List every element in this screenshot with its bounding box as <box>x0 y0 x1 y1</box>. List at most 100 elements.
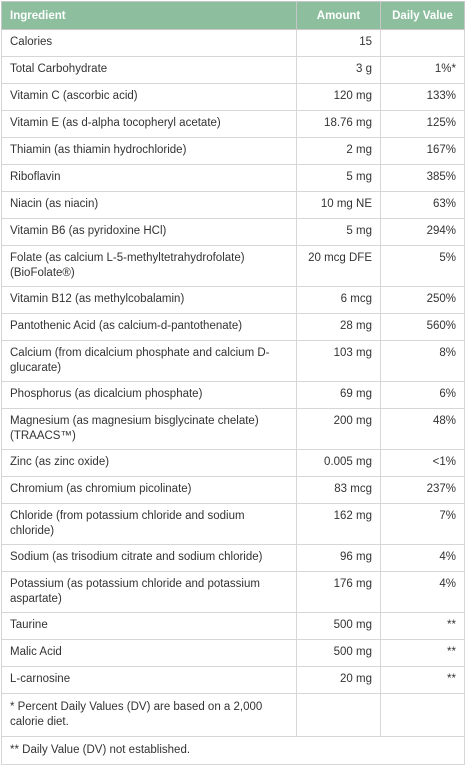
daily-value-cell: 8% <box>380 340 465 382</box>
table-row: Malic Acid 500 mg ** <box>1 639 465 667</box>
daily-value-cell: 63% <box>380 191 465 219</box>
percent-dv-footnote: * Percent Daily Values (DV) are based on… <box>1 693 297 737</box>
daily-value-cell: ** <box>380 612 465 640</box>
table-row: L-carnosine 20 mg ** <box>1 666 465 694</box>
daily-value-cell: 250% <box>380 286 465 314</box>
table-row: Potassium (as potassium chloride and pot… <box>1 571 465 613</box>
daily-value-cell: 7% <box>380 503 465 545</box>
ingredient-cell: Magnesium (as magnesium bisglycinate che… <box>1 408 297 450</box>
amount-cell: 162 mg <box>296 503 381 545</box>
daily-value-cell: 560% <box>380 313 465 341</box>
amount-cell: 120 mg <box>296 83 381 111</box>
table-row: Magnesium (as magnesium bisglycinate che… <box>1 408 465 450</box>
daily-value-cell: 385% <box>380 164 465 192</box>
table-row: Riboflavin 5 mg 385% <box>1 164 465 192</box>
table-row: Niacin (as niacin) 10 mg NE 63% <box>1 191 465 219</box>
ingredient-cell: Thiamin (as thiamin hydrochloride) <box>1 137 297 165</box>
ingredient-cell: Niacin (as niacin) <box>1 191 297 219</box>
daily-value-cell: ** <box>380 639 465 667</box>
ingredient-cell: Vitamin C (ascorbic acid) <box>1 83 297 111</box>
footnote-empty-cell <box>380 693 465 737</box>
table-row: Taurine 500 mg ** <box>1 612 465 640</box>
ingredient-cell: Taurine <box>1 612 297 640</box>
daily-value-cell <box>380 29 465 57</box>
daily-value-cell: 4% <box>380 571 465 613</box>
daily-value-cell: 167% <box>380 137 465 165</box>
daily-value-cell: 294% <box>380 218 465 246</box>
footnote-row: ** Daily Value (DV) not established. <box>1 736 465 765</box>
amount-cell: 5 mg <box>296 164 381 192</box>
table-row: Vitamin C (ascorbic acid) 120 mg 133% <box>1 83 465 111</box>
ingredient-column-header: Ingredient <box>1 1 297 30</box>
daily-value-cell: 1%* <box>380 56 465 84</box>
amount-cell: 200 mg <box>296 408 381 450</box>
amount-cell: 500 mg <box>296 612 381 640</box>
table-row: Vitamin E (as d-alpha tocopheryl acetate… <box>1 110 465 138</box>
table-row: Pantothenic Acid (as calcium-d-pantothen… <box>1 313 465 341</box>
ingredient-cell: Potassium (as potassium chloride and pot… <box>1 571 297 613</box>
table-row: Calories 15 <box>1 29 465 57</box>
daily-value-cell: <1% <box>380 449 465 477</box>
ingredient-cell: L-carnosine <box>1 666 297 694</box>
ingredient-cell: Zinc (as zinc oxide) <box>1 449 297 477</box>
ingredient-cell: Sodium (as trisodium citrate and sodium … <box>1 544 297 572</box>
dv-not-established-footnote: ** Daily Value (DV) not established. <box>1 736 465 765</box>
table-row: Thiamin (as thiamin hydrochloride) 2 mg 16… <box>1 137 465 165</box>
table-row: Calcium (from dicalcium phosphate and ca… <box>1 340 465 382</box>
table-row: Folate (as calcium L-5-methyltetrahydrof… <box>1 245 465 287</box>
table-row: Vitamin B12 (as methylcobalamin) 6 mcg 250… <box>1 286 465 314</box>
amount-cell: 6 mcg <box>296 286 381 314</box>
amount-cell: 96 mg <box>296 544 381 572</box>
amount-cell: 69 mg <box>296 381 381 409</box>
amount-cell: 83 mcg <box>296 476 381 504</box>
daily-value-cell: 125% <box>380 110 465 138</box>
ingredient-cell: Chloride (from potassium chloride and so… <box>1 503 297 545</box>
ingredient-cell: Vitamin B6 (as pyridoxine HCl) <box>1 218 297 246</box>
table-row: Phosphorus (as dicalcium phosphate) 69 mg… <box>1 381 465 409</box>
ingredient-cell: Calories <box>1 29 297 57</box>
ingredient-cell: Pantothenic Acid (as calcium-d-pantothen… <box>1 313 297 341</box>
ingredient-cell: Chromium (as chromium picolinate) <box>1 476 297 504</box>
ingredient-cell: Vitamin B12 (as methylcobalamin) <box>1 286 297 314</box>
amount-cell: 5 mg <box>296 218 381 246</box>
table-row: Sodium (as trisodium citrate and sodium … <box>1 544 465 572</box>
table-header-row: Ingredient Amount Daily Value <box>1 1 465 30</box>
daily-value-column-header: Daily Value <box>380 1 465 30</box>
amount-cell: 28 mg <box>296 313 381 341</box>
ingredient-cell: Riboflavin <box>1 164 297 192</box>
daily-value-cell: ** <box>380 666 465 694</box>
ingredient-cell: Malic Acid <box>1 639 297 667</box>
table-row: Chloride (from potassium chloride and so… <box>1 503 465 545</box>
amount-cell: 2 mg <box>296 137 381 165</box>
ingredient-cell: Folate (as calcium L-5-methyltetrahydrof… <box>1 245 297 287</box>
footnote-row: * Percent Daily Values (DV) are based on… <box>1 693 465 737</box>
daily-value-cell: 133% <box>380 83 465 111</box>
amount-cell: 10 mg NE <box>296 191 381 219</box>
amount-cell: 20 mcg DFE <box>296 245 381 287</box>
daily-value-cell: 4% <box>380 544 465 572</box>
amount-column-header: Amount <box>296 1 381 30</box>
table-row: Zinc (as zinc oxide) 0.005 mg <1% <box>1 449 465 477</box>
footnote-empty-cell <box>296 693 381 737</box>
amount-cell: 3 g <box>296 56 381 84</box>
daily-value-cell: 6% <box>380 381 465 409</box>
amount-cell: 500 mg <box>296 639 381 667</box>
ingredient-cell: Vitamin E (as d-alpha tocopheryl acetate… <box>1 110 297 138</box>
amount-cell: 15 <box>296 29 381 57</box>
daily-value-cell: 5% <box>380 245 465 287</box>
amount-cell: 176 mg <box>296 571 381 613</box>
amount-cell: 18.76 mg <box>296 110 381 138</box>
table-row: Vitamin B6 (as pyridoxine HCl) 5 mg 294% <box>1 218 465 246</box>
ingredient-cell: Phosphorus (as dicalcium phosphate) <box>1 381 297 409</box>
table-row: Total Carbohydrate 3 g 1%* <box>1 56 465 84</box>
daily-value-cell: 48% <box>380 408 465 450</box>
amount-cell: 20 mg <box>296 666 381 694</box>
amount-cell: 103 mg <box>296 340 381 382</box>
daily-value-cell: 237% <box>380 476 465 504</box>
table-row: Chromium (as chromium picolinate) 83 mcg 2… <box>1 476 465 504</box>
table-body: Calories 15 Total Carbohydrate 3 g 1%* Vita… <box>1 29 465 765</box>
ingredient-cell: Total Carbohydrate <box>1 56 297 84</box>
amount-cell: 0.005 mg <box>296 449 381 477</box>
